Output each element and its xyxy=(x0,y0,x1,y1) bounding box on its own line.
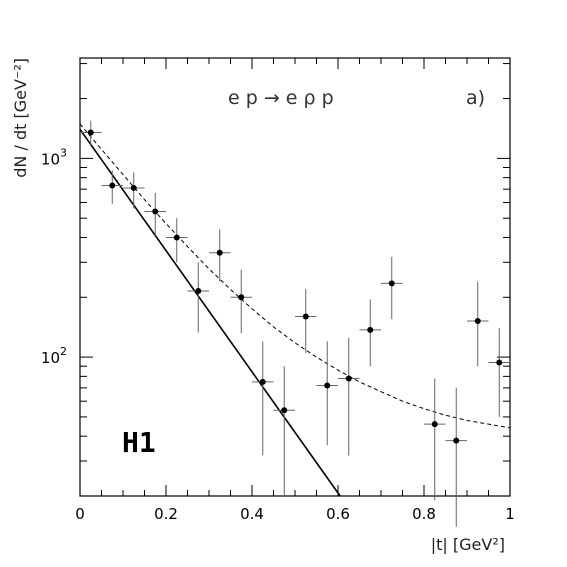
h1-logo: H1 xyxy=(122,426,156,459)
data-point xyxy=(281,407,288,414)
data-point xyxy=(431,421,438,428)
data-point xyxy=(324,382,331,389)
reaction-label: e p → e ρ p xyxy=(228,87,334,109)
data-points xyxy=(80,120,510,527)
data-point xyxy=(130,184,137,191)
x-axis-title: |t| [GeV²] xyxy=(431,535,505,554)
y-tick-label: 102 xyxy=(41,345,67,367)
data-point xyxy=(109,182,116,189)
panel-label: a) xyxy=(466,87,485,109)
curves xyxy=(79,123,511,497)
data-point xyxy=(238,294,245,301)
y-tick-label: 103 xyxy=(41,146,67,168)
x-tick-label: 0.8 xyxy=(412,505,436,523)
data-point xyxy=(496,359,503,366)
data-point xyxy=(152,208,159,215)
data-point xyxy=(388,280,395,287)
x-tick-label: 0.4 xyxy=(240,505,264,523)
x-tick-label: 0.2 xyxy=(154,505,178,523)
data-point xyxy=(195,288,202,295)
data-point xyxy=(302,313,309,320)
data-point xyxy=(87,129,94,136)
data-point xyxy=(367,326,374,333)
x-tick-label: 1 xyxy=(505,505,515,523)
dashed-fit-curve xyxy=(79,123,511,429)
x-tick-label: 0 xyxy=(75,505,85,523)
data-point xyxy=(173,234,180,241)
data-point xyxy=(453,437,460,444)
data-point xyxy=(216,249,223,256)
data-point xyxy=(345,375,352,382)
data-point xyxy=(474,317,481,324)
x-tick-label: 0.6 xyxy=(326,505,350,523)
axis-ticks xyxy=(79,58,511,497)
axis-tick-labels: 0 0.2 0.4 0.6 0.8 1 102 103 xyxy=(41,146,515,523)
y-axis-title: dN / dt [GeV⁻²] xyxy=(11,58,30,178)
solid-fit-line xyxy=(79,128,341,497)
data-point xyxy=(259,378,266,385)
